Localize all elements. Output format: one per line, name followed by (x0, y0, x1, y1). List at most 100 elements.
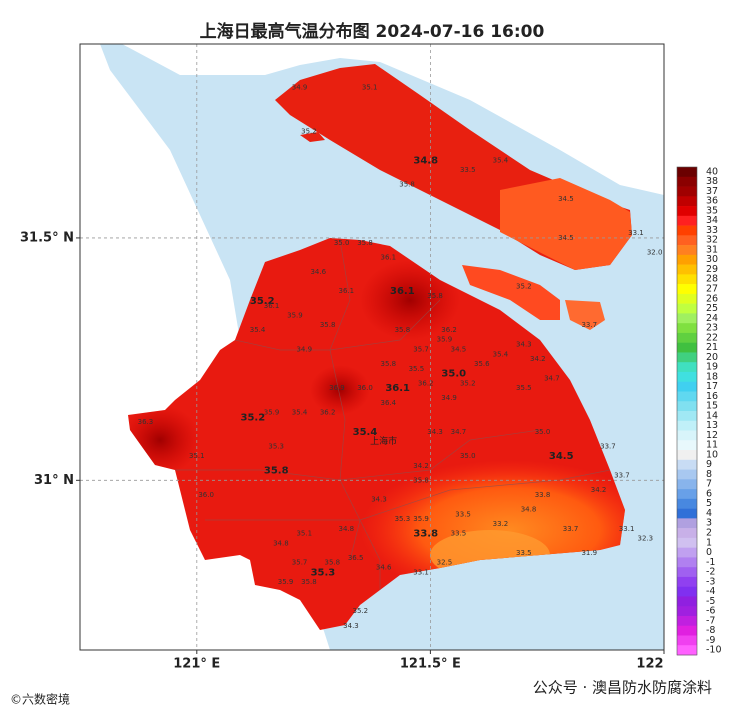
station-temp: 34.9 (441, 394, 457, 402)
station-temp: 34.5 (451, 345, 467, 353)
colorbar-swatch (677, 547, 697, 558)
colorbar-swatch (677, 391, 697, 402)
station-temp: 35.8 (381, 360, 397, 368)
station-temp: 35.9 (264, 408, 280, 416)
station-temp: 35.4 (353, 427, 378, 438)
colorbar-swatch (677, 284, 697, 295)
station-temp: 35.9 (437, 336, 453, 344)
colorbar-label: 10 (706, 449, 718, 460)
colorbar-label: 36 (706, 196, 718, 207)
y-tick-label: 31.5° N (20, 230, 74, 245)
station-temp: 35.1 (189, 452, 205, 460)
station-temp: 35.8 (320, 321, 336, 329)
colorbar-label: 5 (706, 498, 712, 509)
colorbar-label: 16 (706, 391, 718, 402)
station-temp: 34.8 (521, 505, 537, 513)
colorbar-swatch (677, 450, 697, 461)
colorbar-swatch (677, 274, 697, 285)
chongming-east (500, 178, 632, 270)
station-temp: 36.5 (348, 554, 364, 562)
colorbar-label: 4 (706, 508, 712, 519)
station-temp: 33.1 (413, 568, 429, 576)
colorbar-label: -6 (706, 606, 715, 617)
colorbar-label: 6 (706, 488, 712, 499)
station-temp: 36.1 (381, 253, 397, 261)
station-temp: 35.8 (395, 326, 411, 334)
station-temp: 33.7 (581, 321, 597, 329)
colorbar-swatch (677, 557, 697, 568)
station-temp: 34.9 (292, 84, 308, 92)
colorbar-label: 37 (706, 186, 718, 197)
station-temp: 35.3 (395, 515, 411, 523)
border (359, 519, 381, 590)
station-temp: 35.7 (292, 559, 308, 567)
station-temp: 35.2 (250, 296, 275, 307)
station-temp: 33.7 (600, 442, 616, 450)
station-temp: 32.5 (437, 559, 453, 567)
x-tick-label: 121.5° E (400, 657, 461, 672)
colorbar-swatch (677, 342, 697, 353)
station-temp: 33.7 (614, 471, 630, 479)
colorbar-swatch (677, 430, 697, 441)
station-temp: 34.7 (544, 375, 560, 383)
colorbar-label: -10 (706, 645, 722, 656)
hengsha (565, 300, 605, 330)
map-area: 34.9 35.1 35.2 34.8 33.5 35.4 35.8 34.5 34.5 33.1… (80, 44, 664, 650)
station-temp: 35.8 (357, 239, 373, 247)
colorbar-label: 9 (706, 459, 712, 470)
colorbar-swatch (677, 489, 697, 500)
colorbar-label: 1 (706, 537, 712, 548)
colorbar-swatch (677, 235, 697, 246)
colorbar-swatch (677, 518, 697, 529)
colorbar-swatch (677, 176, 697, 187)
station-temp: 36.0 (198, 491, 214, 499)
colorbar-swatch (677, 586, 697, 597)
station-temp: 34.2 (530, 355, 546, 363)
station-temp: 35.9 (278, 578, 294, 586)
x-tick-label: 122 (636, 657, 663, 672)
station-temp: 33.7 (563, 525, 579, 533)
station-temp: 33.5 (455, 510, 471, 518)
colorbar-label: 2 (706, 528, 712, 539)
y-tick-label: 31° N (34, 473, 74, 488)
station-temp: 36.1 (264, 302, 280, 310)
colorbar-label: 27 (706, 284, 718, 295)
station-temp: 35.7 (413, 345, 429, 353)
station-temp: 35.4 (493, 156, 509, 164)
station-temp: 36.0 (357, 384, 373, 392)
station-temp: 35.0 (441, 369, 466, 380)
colorbar-label: 24 (706, 313, 718, 324)
station-temp: 34.6 (376, 564, 392, 572)
colorbar-swatch (677, 245, 697, 256)
colorbar-swatch (677, 537, 697, 548)
colorbar-label: 21 (706, 342, 718, 353)
station-temp: 35.2 (353, 607, 369, 615)
colorbar-label: 15 (706, 401, 718, 412)
colorbar-label: 12 (706, 430, 718, 441)
colorbar-label: 35 (706, 205, 718, 216)
station-temp: 35.8 (413, 476, 429, 484)
colorbar-swatch (677, 528, 697, 539)
colorbar-label: -5 (706, 596, 715, 607)
colorbar-swatch (677, 362, 697, 373)
station-temp: 35.4 (250, 326, 266, 334)
place-label: 上海市 (370, 435, 397, 447)
colorbar-swatch (677, 225, 697, 236)
station-temp: 35.8 (427, 292, 443, 300)
colorbar-label: 7 (706, 479, 712, 490)
station-temp: 35.0 (460, 452, 476, 460)
hot-zone (310, 365, 370, 415)
station-temp: 35.4 (493, 350, 509, 358)
station-temp: 35.8 (399, 181, 415, 189)
station-temp: 35.8 (264, 466, 289, 477)
graticule (80, 44, 664, 650)
colorbar-label: 34 (706, 215, 718, 226)
colorbar-label: -8 (706, 625, 715, 636)
station-temp: 34.2 (591, 486, 607, 494)
station-temp: 35.9 (413, 515, 429, 523)
station-temp: 36.2 (441, 326, 457, 334)
colorbar-swatch (677, 254, 697, 265)
colorbar-label: 30 (706, 254, 718, 265)
colorbar-swatch (677, 401, 697, 412)
